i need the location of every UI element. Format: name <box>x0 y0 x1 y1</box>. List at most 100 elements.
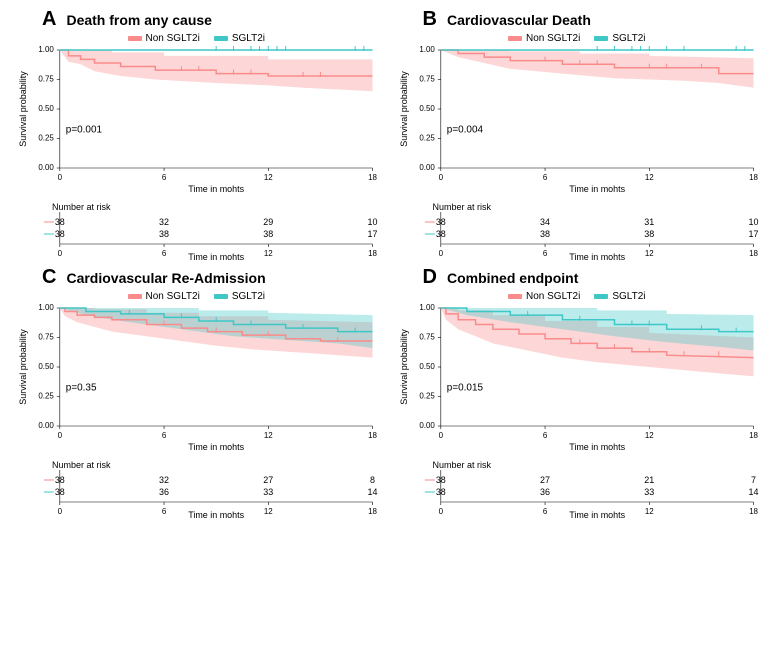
risk-table: Number at risk 061218Time in mohts383832… <box>12 460 381 520</box>
svg-text:38: 38 <box>540 229 550 239</box>
svg-text:18: 18 <box>368 249 377 258</box>
svg-text:Time in mohts: Time in mohts <box>188 184 244 194</box>
risk-title: Number at risk <box>393 202 762 212</box>
svg-text:18: 18 <box>368 507 377 516</box>
legend: Non SGLT2i SGLT2i <box>393 33 762 44</box>
svg-text:1.00: 1.00 <box>419 304 435 312</box>
svg-text:18: 18 <box>749 249 758 258</box>
svg-text:0.75: 0.75 <box>419 75 435 84</box>
legend-sgl: SGLT2i <box>214 33 265 44</box>
svg-text:0.75: 0.75 <box>419 333 435 342</box>
svg-text:6: 6 <box>542 431 547 440</box>
svg-text:27: 27 <box>540 475 550 485</box>
svg-text:12: 12 <box>264 173 273 182</box>
svg-text:36: 36 <box>159 487 169 497</box>
svg-text:38: 38 <box>55 487 65 497</box>
svg-text:Time in mohts: Time in mohts <box>569 184 625 194</box>
svg-text:Survival probability: Survival probability <box>398 71 408 147</box>
svg-text:7: 7 <box>751 475 756 485</box>
svg-text:0: 0 <box>58 507 63 516</box>
svg-text:34: 34 <box>540 217 550 227</box>
svg-text:18: 18 <box>368 173 377 182</box>
svg-text:6: 6 <box>542 249 547 258</box>
svg-text:10: 10 <box>748 217 758 227</box>
panel-d: D Combined endpoint Non SGLT2i SGLT2i 0.… <box>393 266 762 520</box>
svg-text:0.50: 0.50 <box>419 362 435 371</box>
svg-text:1.00: 1.00 <box>419 46 435 54</box>
legend: Non SGLT2i SGLT2i <box>12 33 381 44</box>
svg-text:p=0.015: p=0.015 <box>446 383 483 394</box>
svg-text:12: 12 <box>264 507 273 516</box>
svg-text:12: 12 <box>644 249 653 258</box>
svg-text:0.50: 0.50 <box>419 104 435 113</box>
panel-title: Death from any cause <box>66 12 212 28</box>
panel-header: C Cardiovascular Re-Admission <box>12 266 381 289</box>
svg-text:Survival probability: Survival probability <box>398 329 408 405</box>
panel-letter: A <box>42 8 56 31</box>
panel-title: Combined endpoint <box>447 270 578 286</box>
risk-table: Number at risk 061218Time in mohts383827… <box>393 460 762 520</box>
risk-title: Number at risk <box>12 202 381 212</box>
legend-non: Non SGLT2i <box>128 33 200 44</box>
svg-text:32: 32 <box>159 475 169 485</box>
legend-sgl: SGLT2i <box>214 291 265 302</box>
svg-text:17: 17 <box>748 229 758 239</box>
svg-text:38: 38 <box>435 487 445 497</box>
svg-text:6: 6 <box>162 431 167 440</box>
km-wrap: 0.000.250.500.751.00061218Survival proba… <box>393 46 762 196</box>
svg-text:0: 0 <box>438 249 443 258</box>
svg-text:0.00: 0.00 <box>38 421 54 430</box>
svg-text:38: 38 <box>159 229 169 239</box>
panel-header: A Death from any cause <box>12 8 381 31</box>
svg-text:18: 18 <box>749 173 758 182</box>
legend-non: Non SGLT2i <box>508 291 580 302</box>
panel-title: Cardiovascular Death <box>447 12 591 28</box>
svg-text:38: 38 <box>435 475 445 485</box>
svg-text:0: 0 <box>438 507 443 516</box>
svg-text:p=0.001: p=0.001 <box>66 125 103 136</box>
panel-b: B Cardiovascular Death Non SGLT2i SGLT2i… <box>393 8 762 262</box>
risk-table-plot: 061218Time in mohts3838343831381017 <box>393 212 762 262</box>
svg-text:12: 12 <box>264 431 273 440</box>
svg-text:38: 38 <box>55 475 65 485</box>
svg-text:12: 12 <box>264 249 273 258</box>
svg-text:17: 17 <box>368 229 378 239</box>
svg-text:14: 14 <box>368 487 378 497</box>
svg-text:38: 38 <box>435 229 445 239</box>
svg-text:Time in mohts: Time in mohts <box>188 252 244 262</box>
legend: Non SGLT2i SGLT2i <box>12 291 381 302</box>
svg-text:0.25: 0.25 <box>419 392 435 401</box>
legend-non: Non SGLT2i <box>508 33 580 44</box>
svg-text:Survival probability: Survival probability <box>18 329 28 405</box>
svg-text:38: 38 <box>644 229 654 239</box>
svg-text:0: 0 <box>438 431 443 440</box>
risk-title: Number at risk <box>393 460 762 470</box>
panel-title: Cardiovascular Re-Admission <box>66 270 265 286</box>
risk-table-plot: 061218Time in mohts383827362133714 <box>393 470 762 520</box>
svg-text:38: 38 <box>435 217 445 227</box>
svg-text:12: 12 <box>644 507 653 516</box>
svg-text:0.75: 0.75 <box>38 75 54 84</box>
svg-text:p=0.004: p=0.004 <box>446 125 483 136</box>
svg-text:p=0.35: p=0.35 <box>66 383 97 394</box>
svg-text:1.00: 1.00 <box>38 46 54 54</box>
svg-text:0.00: 0.00 <box>38 163 54 172</box>
svg-text:8: 8 <box>370 475 375 485</box>
svg-text:33: 33 <box>263 487 273 497</box>
svg-text:21: 21 <box>644 475 654 485</box>
svg-text:6: 6 <box>542 173 547 182</box>
svg-text:6: 6 <box>162 173 167 182</box>
svg-text:6: 6 <box>542 507 547 516</box>
km-plot: 0.000.250.500.751.00061218Survival proba… <box>393 304 762 454</box>
svg-text:12: 12 <box>644 431 653 440</box>
svg-text:38: 38 <box>55 229 65 239</box>
svg-text:0.00: 0.00 <box>419 163 435 172</box>
panel-letter: D <box>423 266 437 289</box>
risk-table: Number at risk 061218Time in mohts383832… <box>12 202 381 262</box>
panel-letter: C <box>42 266 56 289</box>
svg-text:0.25: 0.25 <box>38 134 54 143</box>
legend-sgl: SGLT2i <box>594 33 645 44</box>
svg-text:Survival probability: Survival probability <box>18 71 28 147</box>
svg-text:38: 38 <box>55 217 65 227</box>
svg-text:38: 38 <box>263 229 273 239</box>
